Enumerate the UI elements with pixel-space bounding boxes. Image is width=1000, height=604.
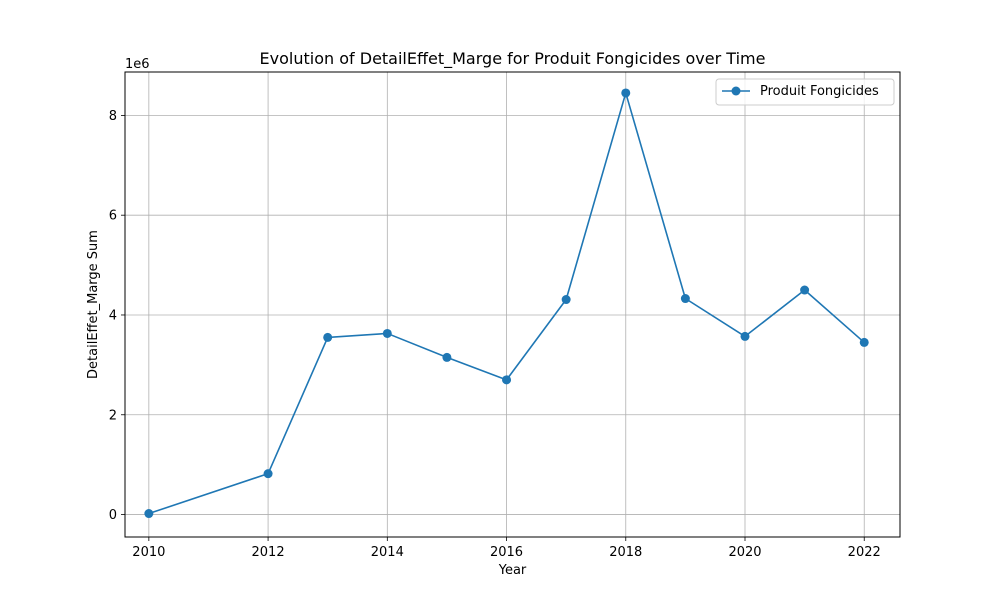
data-point <box>680 294 690 304</box>
y-tick-label: 0 <box>109 508 117 523</box>
data-point <box>442 352 452 362</box>
series-line <box>148 92 865 515</box>
y-tick-label: 2 <box>109 408 117 423</box>
x-tick-label: 2018 <box>609 545 642 560</box>
x-axis-label: Year <box>498 563 527 578</box>
y-axis-scale-note: 1e6 <box>125 57 150 72</box>
data-point <box>859 337 869 347</box>
x-tick-label: 2016 <box>490 545 523 560</box>
x-axis-ticks: 2010 2012 2014 2016 2018 2020 2022 <box>132 537 881 560</box>
gridlines <box>125 72 900 537</box>
plot-frame <box>124 71 901 538</box>
data-point <box>561 295 571 305</box>
y-tick-label: 6 <box>109 209 117 224</box>
data-point <box>502 375 512 385</box>
x-tick-label: 2014 <box>371 545 404 560</box>
legend-box <box>715 78 895 106</box>
data-point <box>800 285 810 295</box>
data-point <box>740 331 750 341</box>
data-point <box>144 509 154 519</box>
data-point <box>382 328 392 338</box>
x-tick-label: 2022 <box>848 545 881 560</box>
y-axis-label: DetailEffet_Marge Sum <box>86 230 101 379</box>
legend-label: Produit Fongicides <box>760 84 879 99</box>
x-tick-label: 2012 <box>252 545 285 560</box>
data-point <box>263 469 273 479</box>
chart-title: Evolution of DetailEffet_Marge for Produ… <box>260 49 766 69</box>
y-axis-ticks: 0 2 4 6 8 <box>109 109 125 523</box>
x-tick-label: 2010 <box>132 545 165 560</box>
y-tick-label: 4 <box>109 308 117 323</box>
x-tick-label: 2020 <box>728 545 761 560</box>
y-tick-label: 8 <box>109 109 117 124</box>
legend-marker-sample <box>731 86 741 96</box>
data-point <box>323 332 333 342</box>
series-layer <box>144 88 869 519</box>
data-point <box>621 88 631 98</box>
legend: Produit Fongicides <box>715 78 895 106</box>
